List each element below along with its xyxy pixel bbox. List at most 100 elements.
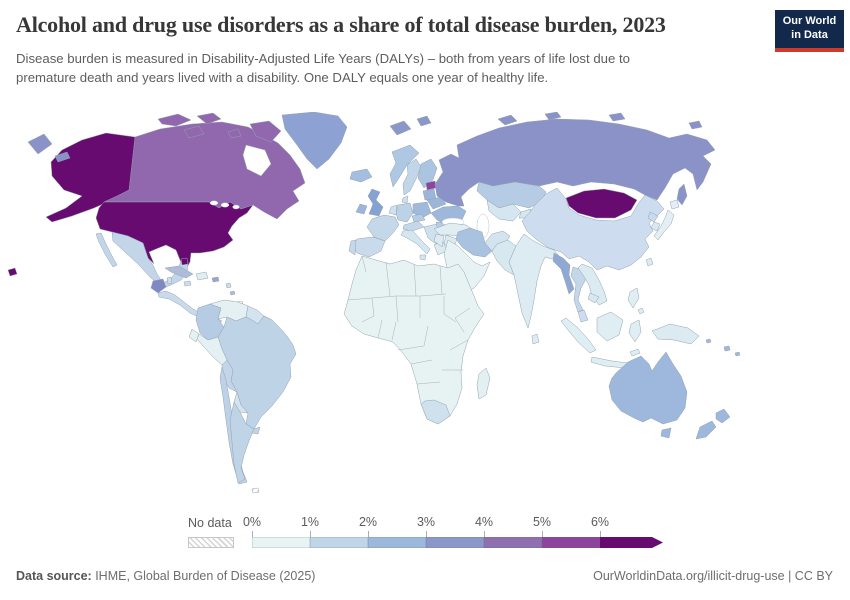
legend-bin-2[interactable] [368, 537, 426, 548]
region-canadian-arctic[interactable] [157, 113, 192, 127]
region-levant[interactable] [433, 233, 445, 248]
region-switzerland-austria[interactable] [402, 220, 425, 232]
region-laos-vietnam[interactable] [577, 263, 608, 306]
region-argentina[interactable] [229, 401, 255, 484]
legend-bin-3[interactable] [426, 537, 484, 548]
region-bahamas[interactable] [180, 257, 189, 266]
owid-url-license[interactable]: OurWorldinData.org/illicit-drug-use | CC… [593, 569, 833, 583]
region-australia[interactable] [608, 351, 688, 425]
region-cuba[interactable] [164, 265, 194, 279]
region-norway[interactable] [389, 144, 420, 188]
data-source-note: Data source: IHME, Global Burden of Dise… [16, 569, 315, 583]
region-iran[interactable] [455, 227, 493, 258]
region-severnaya-zemlya[interactable] [544, 112, 562, 121]
region-germany[interactable] [395, 202, 414, 223]
region-taiwan[interactable] [645, 257, 654, 267]
region-japan[interactable] [653, 209, 675, 241]
region-chukotka[interactable] [27, 133, 53, 155]
legend-bin-6-arrow[interactable] [600, 537, 663, 548]
region-japan[interactable] [669, 199, 680, 210]
region-italy[interactable] [400, 229, 431, 255]
region-svalbard[interactable] [389, 120, 412, 136]
region-cambodia[interactable] [587, 292, 600, 304]
region-chile[interactable] [219, 366, 248, 485]
region-south-africa[interactable] [420, 399, 451, 425]
region-svalbard[interactable] [416, 115, 432, 127]
region-novaya-zemlya[interactable] [497, 114, 518, 126]
region-lesser-antilles[interactable] [225, 282, 232, 289]
region-belarus[interactable] [426, 196, 447, 210]
legend-tick-label-2: 2% [358, 515, 378, 529]
legend-bin-5[interactable] [542, 537, 600, 548]
region-fiji[interactable] [723, 345, 731, 352]
region-sulawesi[interactable] [628, 319, 642, 343]
legend-bin-1[interactable] [310, 537, 368, 548]
region-st-lawrence[interactable] [54, 151, 71, 163]
region-baja-california[interactable] [95, 232, 118, 268]
region-tasmania[interactable] [660, 427, 672, 439]
region-lesser-antilles[interactable] [229, 290, 236, 296]
region-canadian-arctic[interactable] [227, 128, 242, 139]
legend-no-data-label: No data [188, 516, 232, 530]
region-iceland[interactable] [349, 168, 373, 183]
legend-no-data-swatch[interactable] [188, 537, 234, 548]
region-fiji[interactable] [734, 351, 741, 357]
region-sri-lanka[interactable] [531, 333, 540, 345]
region-pakistan[interactable] [491, 239, 517, 276]
region-china[interactable] [521, 187, 665, 271]
legend-bin-0[interactable] [252, 537, 310, 548]
region-jamaica[interactable] [183, 280, 192, 287]
region-canadian-arctic[interactable] [183, 125, 205, 139]
region-timor[interactable] [629, 348, 641, 357]
region-south-korea[interactable] [650, 221, 661, 232]
region-guatemala[interactable] [150, 278, 167, 294]
region-india[interactable] [508, 233, 560, 329]
legend-bin-4[interactable] [484, 537, 542, 548]
region-puerto-rico[interactable] [211, 276, 220, 283]
region-canadian-arctic[interactable] [196, 112, 222, 125]
region-solomon-islands[interactable] [705, 338, 712, 344]
region-ecuador[interactable] [188, 328, 200, 343]
region-russia[interactable] [434, 118, 716, 207]
region-java[interactable] [590, 356, 629, 369]
region-sicily[interactable] [419, 254, 427, 261]
region-uruguay[interactable] [251, 426, 261, 435]
region-myanmar[interactable] [552, 252, 575, 295]
region-new-siberian-islands[interactable] [608, 112, 626, 122]
region-greenland[interactable] [281, 112, 348, 170]
region-france[interactable] [366, 214, 400, 242]
region-new-guinea[interactable] [651, 323, 700, 345]
region-philippines[interactable] [637, 307, 645, 315]
region-hispaniola[interactable] [195, 271, 209, 281]
region-czechia[interactable] [411, 213, 426, 223]
region-spain[interactable] [352, 236, 386, 258]
region-denmark[interactable] [401, 195, 409, 204]
legend-tick-label-1: 1% [300, 515, 320, 529]
region-hawaii[interactable] [7, 267, 18, 277]
owid-logo[interactable]: Our World in Data [775, 10, 844, 52]
region-baffin-island[interactable] [249, 120, 282, 143]
region-falkland-islands[interactable] [251, 487, 260, 494]
region-new-zealand[interactable] [695, 420, 717, 440]
region-poland[interactable] [412, 201, 432, 219]
region-ireland[interactable] [355, 203, 368, 215]
region-sweden[interactable] [402, 158, 422, 196]
region-mongolia[interactable] [565, 188, 638, 219]
region-wrangel-island[interactable] [688, 120, 703, 130]
region-finland[interactable] [417, 158, 438, 189]
region-new-zealand[interactable] [715, 408, 731, 424]
region-madagascar[interactable] [476, 367, 491, 400]
world-choropleth-map[interactable] [0, 112, 850, 512]
region-portugal[interactable] [348, 239, 357, 256]
region-philippines[interactable] [627, 287, 640, 309]
region-belize[interactable] [166, 276, 173, 285]
region-africa[interactable] [343, 255, 485, 425]
region-borneo[interactable] [596, 311, 624, 342]
region-sakhalin[interactable] [676, 183, 688, 206]
region-united-kingdom[interactable] [367, 188, 384, 217]
region-sumatra[interactable] [560, 317, 597, 354]
region-benelux[interactable] [388, 204, 398, 216]
region-malaysia[interactable] [577, 309, 589, 323]
region-uzbekistan-turkmenistan[interactable] [486, 199, 522, 222]
